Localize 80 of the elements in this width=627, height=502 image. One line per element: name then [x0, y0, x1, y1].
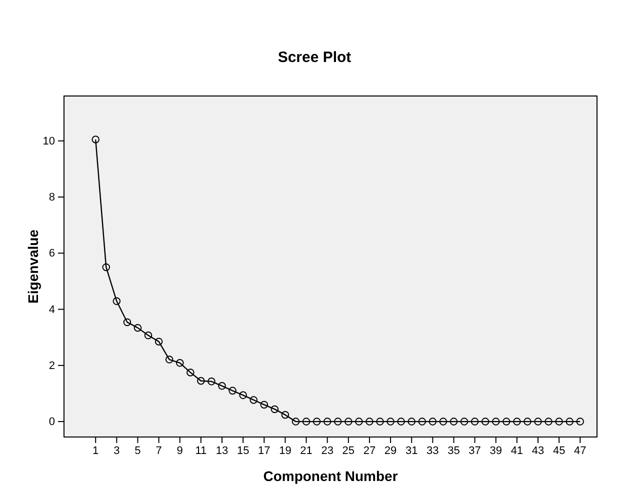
x-tick-label: 21: [300, 444, 312, 457]
y-tick-label: 4: [48, 304, 55, 316]
point: [555, 418, 563, 426]
x-tick-label: 17: [258, 444, 270, 457]
x-tick-label: 39: [490, 444, 502, 457]
point: [123, 318, 132, 326]
point: [323, 418, 332, 426]
point: [239, 391, 247, 400]
x-tick-label: 35: [448, 444, 460, 457]
point: [544, 418, 552, 426]
x-tick-label: 1: [92, 444, 99, 457]
point: [355, 418, 363, 426]
point: [481, 418, 490, 426]
point: [165, 356, 174, 364]
point: [334, 418, 342, 426]
x-axis-title: Component Number: [263, 468, 398, 484]
point: [376, 418, 384, 426]
x-tick-label: 33: [426, 444, 439, 457]
point: [534, 418, 542, 426]
point: [344, 418, 352, 426]
point: [186, 368, 194, 376]
x-tick-label: 47: [574, 444, 586, 457]
x-tick-label: 5: [134, 444, 141, 457]
x-tick-label: 43: [532, 444, 544, 457]
point: [102, 263, 110, 272]
x-tick-label: 9: [176, 444, 183, 457]
x-tick-label: 45: [552, 444, 566, 457]
x-tick-label: 37: [468, 444, 481, 457]
point: [397, 418, 405, 426]
point: [260, 400, 268, 409]
point: [470, 418, 479, 426]
chart-title: Scree Plot: [278, 49, 352, 66]
point: [281, 410, 290, 419]
point: [576, 418, 584, 426]
x-tick-label: 15: [236, 444, 250, 457]
x-tick-label: 23: [321, 444, 334, 457]
point: [302, 418, 310, 426]
y-tick-label: 8: [48, 192, 55, 204]
x-tick-label: 27: [363, 444, 376, 457]
point: [450, 418, 458, 426]
point: [408, 418, 416, 426]
point: [460, 418, 468, 426]
x-tick-label: 7: [156, 444, 162, 457]
point: [134, 324, 142, 332]
y-tick-label: 10: [42, 135, 55, 148]
y-tick-label: 2: [48, 360, 55, 372]
point: [492, 418, 500, 426]
point: [524, 418, 532, 426]
x-tick-label: 31: [405, 444, 418, 457]
point: [386, 418, 394, 426]
x-tick-label: 29: [384, 444, 397, 457]
x-tick-label: 3: [114, 444, 120, 457]
x-tick-label: 25: [342, 444, 355, 457]
point: [513, 418, 521, 426]
y-axis-title: Eigenvalue: [25, 229, 41, 304]
x-tick-label: 13: [216, 444, 228, 457]
point: [312, 418, 321, 426]
point: [228, 386, 236, 395]
x-tick-label: 11: [195, 444, 207, 457]
point: [439, 418, 448, 426]
point: [92, 136, 100, 144]
point: [112, 297, 121, 306]
point: [154, 338, 163, 346]
x-tick-label: 19: [279, 444, 292, 457]
point: [418, 418, 426, 426]
point: [292, 418, 300, 426]
y-tick-label: 0: [48, 416, 55, 428]
point: [428, 418, 437, 426]
x-tick-label: 41: [510, 444, 524, 457]
point: [366, 418, 374, 426]
point: [144, 332, 152, 340]
point: [270, 405, 279, 414]
point: [208, 378, 216, 386]
point: [250, 396, 258, 404]
point: [502, 418, 510, 426]
point: [197, 376, 205, 385]
point: [566, 418, 574, 426]
point: [176, 359, 184, 367]
y-tick-label: 6: [48, 248, 55, 260]
point: [218, 382, 226, 390]
